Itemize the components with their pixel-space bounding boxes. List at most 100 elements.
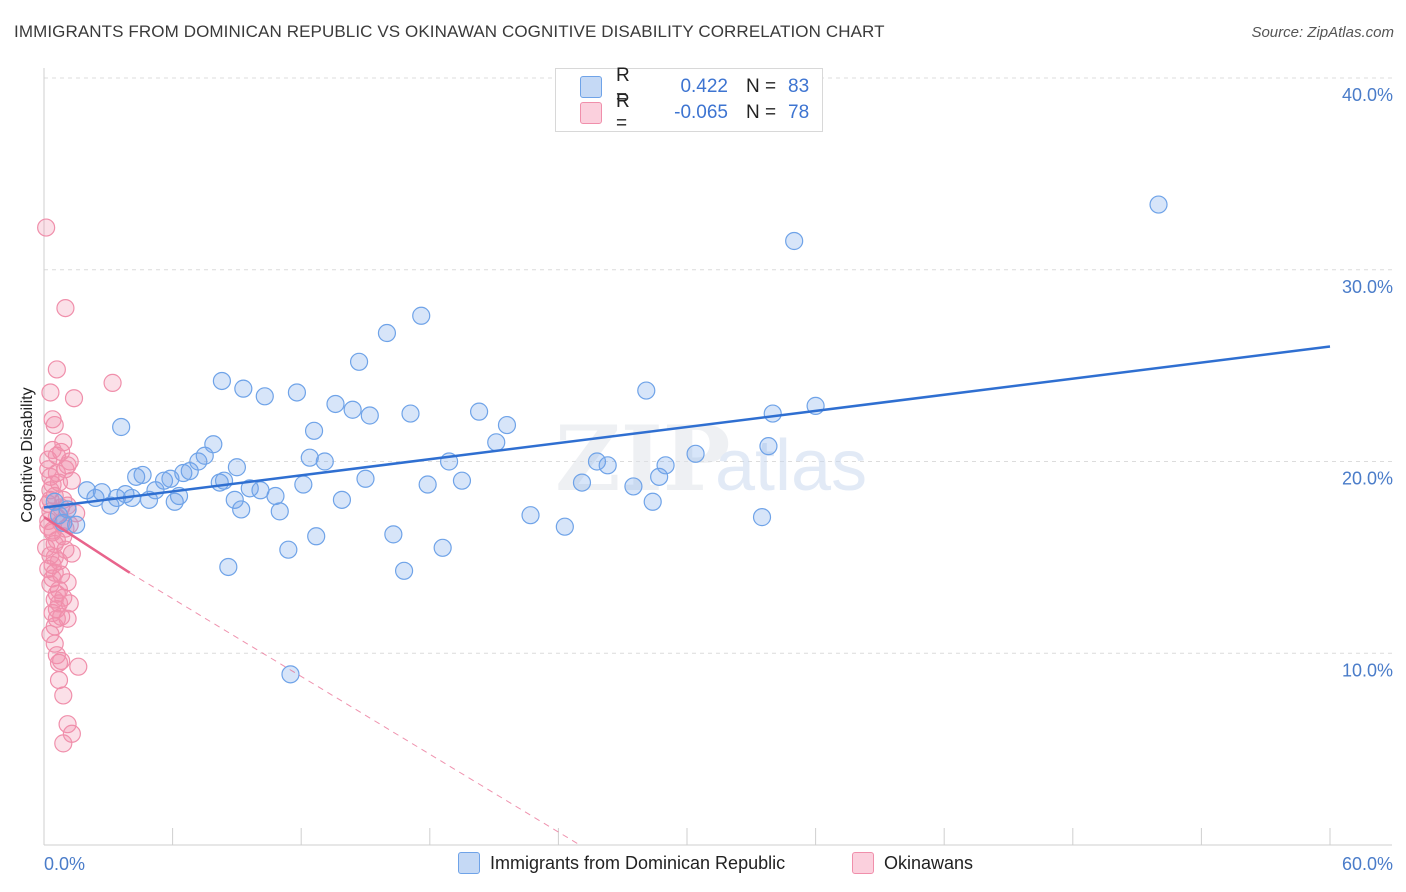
dominican-point [377,323,397,343]
watermark: ZIP atlas [555,406,867,512]
legend-n-label: N = [746,102,777,123]
y-tick-label: 10.0% [1342,660,1393,680]
okinawan-point [103,373,122,392]
dominican-point [785,231,804,251]
axes [43,68,1392,846]
dominican-point [759,437,778,456]
bottom-swatch-pink [852,852,874,874]
dominican-point [204,435,223,454]
okinawan-point [52,607,71,626]
legend-n-value: 83 [788,76,810,97]
dominican-point [587,452,607,471]
legend-row-pink: R = -0.065 N = 78 [556,91,810,134]
x-tick-label: 0.0% [44,854,85,874]
dominican-point [127,467,146,486]
okinawan-point [62,471,81,490]
dominican-point [637,381,656,400]
okinawan-point [64,389,84,408]
dominican-point [418,475,437,494]
dominican-point [349,352,369,371]
dominican-point [300,448,319,467]
dominican-point [469,402,489,421]
dominican-point [307,527,326,546]
okinawan-trend-extension [129,572,581,846]
okinawan-point [37,538,56,557]
dominican-trend-line [43,345,1331,509]
dominican-point [266,486,285,506]
dominican-point [401,404,420,423]
dominican-point [763,404,782,423]
okinawan-trend-line [43,516,131,574]
legend-r-label: R = [616,91,630,134]
dominican-point [433,538,452,557]
y-tick-label: 40.0% [1342,85,1393,105]
dominican-point [174,463,193,483]
okinawan-point [41,383,60,402]
legend-r-label: R = [616,65,630,108]
okinawan-point [47,463,66,483]
dominican-point [555,517,574,536]
dominican-point [279,540,298,559]
dominican-point [656,456,675,475]
trend-lines [43,345,1331,846]
dominican-point [255,387,274,406]
okinawan-point [37,218,56,237]
dominican-point [112,417,131,437]
legend-n-label: N = [746,76,777,97]
dominican-point [1149,195,1168,214]
okinawan-point [58,715,77,734]
dominican-point [234,379,253,398]
legend-row-blue: R = 0.422 N = 83 [556,65,810,108]
dominican-point [650,467,669,486]
dominican-point [304,421,324,440]
dominican-point [452,471,472,490]
dominican-point [643,492,662,511]
dominican-point [270,502,289,521]
dominican-point [572,473,592,492]
correlation-legend: R = 0.422 N = 83 R = -0.065 N = 78 [555,65,823,134]
dominican-point [394,561,414,580]
dominican-point [232,500,251,519]
dominican-point [356,469,375,488]
gridlines [44,77,1392,654]
dominican-point [598,456,617,475]
okinawan-point [49,653,69,672]
dominican-point [326,394,345,414]
dominican-point [412,306,431,325]
dominican-point [227,458,246,477]
okinawans-points [37,218,122,753]
okinawan-point [45,415,64,435]
legend-r-value: 0.422 [680,76,728,97]
tick-labels: 10.0% 20.0% 30.0% 40.0% 0.0% 60.0% [44,85,1393,874]
dominican-point [624,477,643,496]
okinawan-point [54,734,73,753]
legend-swatch-blue [580,76,602,98]
dominican-point [360,406,379,425]
dominican-point [315,452,334,471]
bottom-legend-label-1: Immigrants from Dominican Republic [490,852,786,873]
dominican-point [686,444,705,463]
dominican-point [133,465,152,485]
dominican-point [225,490,244,509]
bottom-legend-label-2: Okinawans [884,852,974,873]
dominican-point [752,508,772,527]
okinawan-point [54,686,73,705]
dominican-point [281,665,300,684]
okinawan-point [43,569,62,588]
dominican-point [521,506,540,525]
okinawan-point [56,299,75,318]
dominican-point [332,490,352,509]
dominican-point [294,475,313,494]
dominican-point [343,400,362,419]
dominican-point [67,515,86,534]
legend-n-value: 78 [788,102,810,123]
okinawan-point [49,670,69,690]
bottom-swatch-blue [458,852,480,874]
dominican-point [287,383,307,402]
dominican-point [487,433,506,452]
watermark-atlas: atlas [715,426,867,506]
dominican-point [219,557,238,577]
dominican-point [212,371,231,391]
legend-r-value: -0.065 [674,102,728,123]
